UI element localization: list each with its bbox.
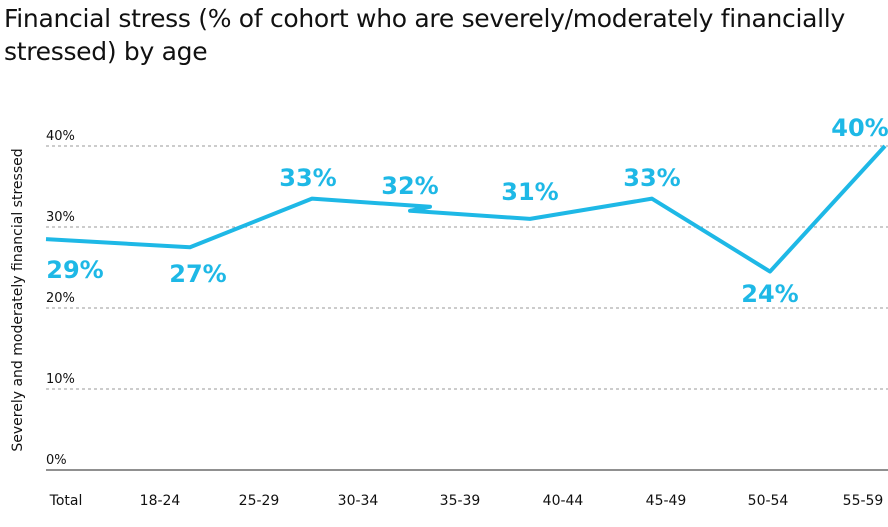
y-tick-labels: 0% 10% 20% 30% 40% bbox=[46, 129, 75, 468]
y-tick-label: 40% bbox=[46, 129, 75, 144]
data-label: 33% bbox=[279, 164, 336, 192]
series-line bbox=[45, 144, 887, 274]
data-label: 33% bbox=[623, 164, 680, 192]
data-labels: 29% 27% 33% 32% 31% 33% 24% 40% bbox=[46, 114, 888, 308]
y-tick-label: 0% bbox=[46, 453, 67, 468]
data-label: 40% bbox=[831, 114, 888, 142]
data-label: 29% bbox=[46, 256, 103, 284]
x-tick-label: 25-29 bbox=[239, 493, 280, 509]
data-label: 27% bbox=[169, 260, 226, 288]
x-tick-label: 55-59 bbox=[843, 493, 884, 509]
x-tick-label: Total bbox=[49, 493, 83, 509]
x-tick-label: 18-24 bbox=[140, 493, 181, 509]
y-tick-label: 20% bbox=[46, 291, 75, 306]
y-axis-label: Severely and moderately financial stress… bbox=[10, 148, 26, 451]
data-label: 24% bbox=[741, 280, 798, 308]
x-tick-label: 50-54 bbox=[748, 493, 789, 509]
x-tick-label: 30-34 bbox=[338, 493, 379, 509]
x-tick-label: 35-39 bbox=[440, 493, 481, 509]
y-tick-label: 30% bbox=[46, 210, 75, 225]
gridlines bbox=[46, 145, 888, 471]
x-tick-label: 45-49 bbox=[646, 493, 687, 509]
x-tick-label: 40-44 bbox=[543, 493, 584, 509]
data-label: 32% bbox=[381, 172, 438, 200]
data-label: 31% bbox=[501, 178, 558, 206]
series-polyline bbox=[45, 144, 887, 274]
y-tick-label: 10% bbox=[46, 372, 75, 387]
x-tick-labels: Total 18-24 25-29 30-34 35-39 40-44 45-49 50-54… bbox=[49, 493, 884, 509]
chart-title: Financial stress (% of cohort who are se… bbox=[4, 4, 845, 66]
